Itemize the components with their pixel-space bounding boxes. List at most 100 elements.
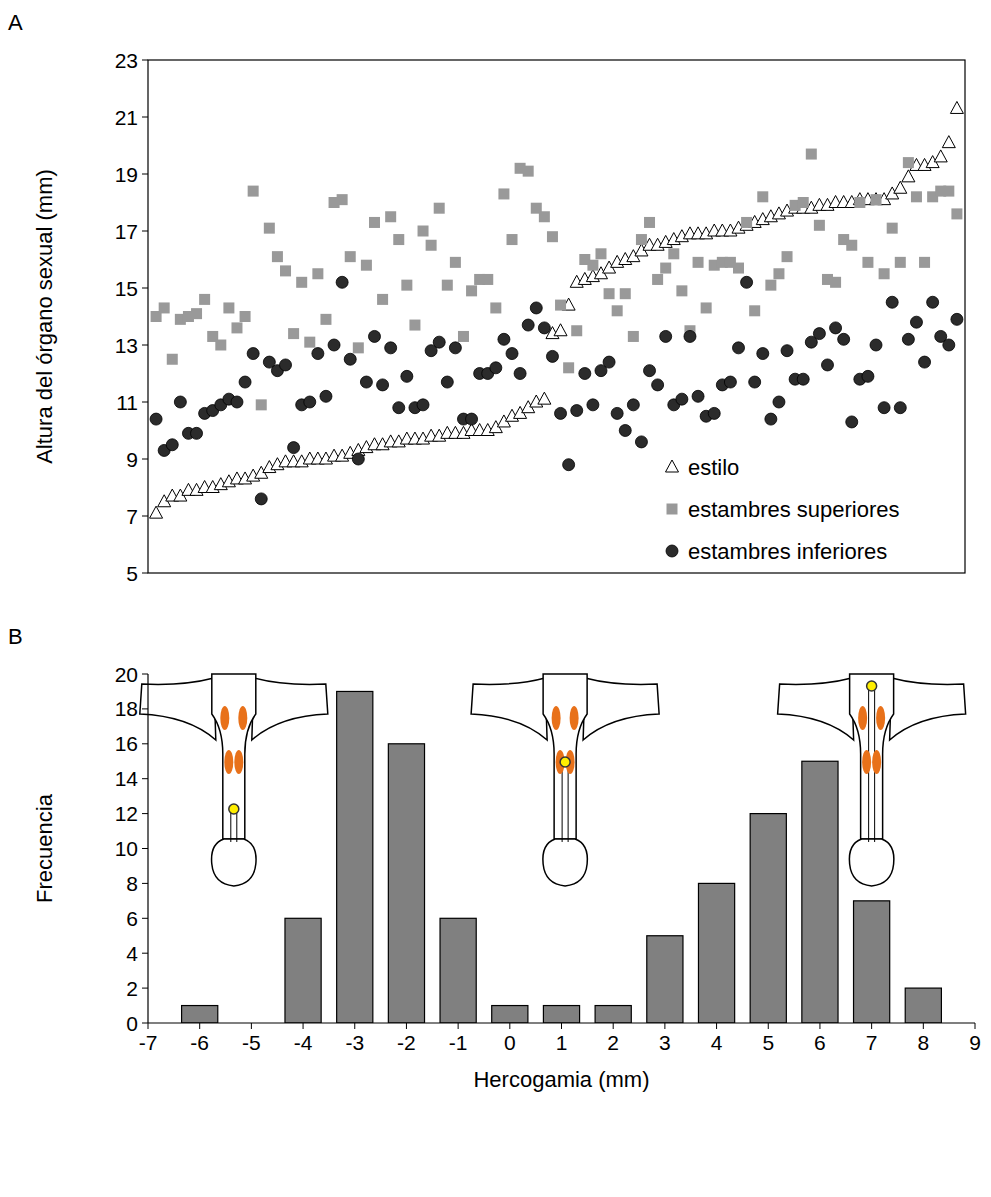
y-tick: [142, 778, 148, 779]
point: [862, 257, 873, 268]
point: [619, 425, 631, 437]
y-tick: [142, 573, 148, 574]
point: [264, 223, 275, 234]
x-tick-label: -3: [345, 1031, 364, 1054]
x-tick: [716, 1023, 717, 1029]
y-tick: [142, 288, 148, 289]
anther: [238, 706, 247, 730]
point: [199, 294, 210, 305]
y-tick: [142, 231, 148, 232]
style-line: [568, 762, 569, 842]
x-tick: [561, 1023, 562, 1029]
point: [434, 203, 445, 214]
petal: [890, 678, 966, 740]
point: [304, 337, 315, 348]
point: [879, 268, 890, 279]
point: [450, 257, 461, 268]
point: [887, 223, 898, 234]
point: [749, 376, 761, 388]
point: [150, 413, 162, 425]
point: [345, 251, 356, 262]
point: [353, 342, 364, 353]
point: [950, 101, 963, 113]
point: [652, 379, 664, 391]
point: [498, 188, 509, 199]
point: [150, 506, 163, 518]
point: [604, 288, 615, 299]
flower-illustration: [140, 674, 328, 886]
y-tick-label: 8: [126, 872, 138, 895]
y-tick-label: 13: [115, 334, 138, 357]
y-tick-label: 15: [115, 277, 138, 300]
point: [943, 186, 954, 197]
bar: [543, 1006, 579, 1023]
y-tick-label: 5: [126, 562, 138, 585]
point: [385, 342, 397, 354]
x-tick-label: 6: [814, 1031, 826, 1054]
y-tick: [142, 174, 148, 175]
x-tick: [354, 1023, 355, 1029]
point: [563, 459, 575, 471]
x-tick: [923, 1023, 924, 1029]
anther: [858, 706, 867, 730]
point: [336, 276, 348, 288]
anther: [876, 706, 885, 730]
series-square: [151, 149, 963, 411]
point: [288, 442, 300, 454]
point: [223, 302, 234, 313]
point: [701, 302, 712, 313]
point: [635, 436, 647, 448]
point: [288, 328, 299, 339]
y-tick: [142, 988, 148, 989]
x-tick-label: 7: [866, 1031, 878, 1054]
point: [352, 453, 364, 465]
point: [328, 339, 340, 351]
point: [765, 413, 777, 425]
point: [215, 340, 226, 351]
point: [886, 296, 898, 308]
point: [458, 331, 469, 342]
point: [757, 191, 768, 202]
ovary: [212, 839, 256, 886]
x-tick: [975, 1023, 976, 1029]
point: [393, 402, 405, 414]
y-tick-label: 21: [115, 106, 138, 129]
point: [272, 251, 283, 262]
bar: [905, 988, 941, 1023]
point: [490, 362, 502, 374]
point: [587, 399, 599, 411]
point: [191, 427, 203, 439]
anther: [862, 750, 871, 774]
plot-frame: [148, 60, 965, 573]
x-tick-label: -6: [190, 1031, 209, 1054]
point: [361, 260, 372, 271]
legend-label: estambres inferiores: [688, 539, 887, 564]
anther: [570, 706, 579, 730]
point: [773, 268, 784, 279]
point: [611, 407, 623, 419]
point: [806, 149, 817, 160]
point: [280, 265, 291, 276]
point: [231, 396, 243, 408]
point: [854, 197, 865, 208]
point: [902, 333, 914, 345]
bar: [854, 901, 890, 1023]
point: [538, 322, 550, 334]
x-tick-label: 0: [504, 1031, 516, 1054]
point: [627, 399, 639, 411]
point: [782, 251, 793, 262]
point: [644, 365, 656, 377]
point: [579, 368, 591, 380]
style-line: [562, 762, 563, 842]
y-tick: [142, 674, 148, 675]
point: [239, 376, 251, 388]
point: [781, 345, 793, 357]
point: [595, 248, 606, 259]
bar: [492, 1006, 528, 1023]
stigma: [560, 757, 570, 767]
y-tick: [142, 60, 148, 61]
point: [312, 268, 323, 279]
point: [636, 234, 647, 245]
x-tick-label: -1: [449, 1031, 468, 1054]
point: [523, 166, 534, 177]
